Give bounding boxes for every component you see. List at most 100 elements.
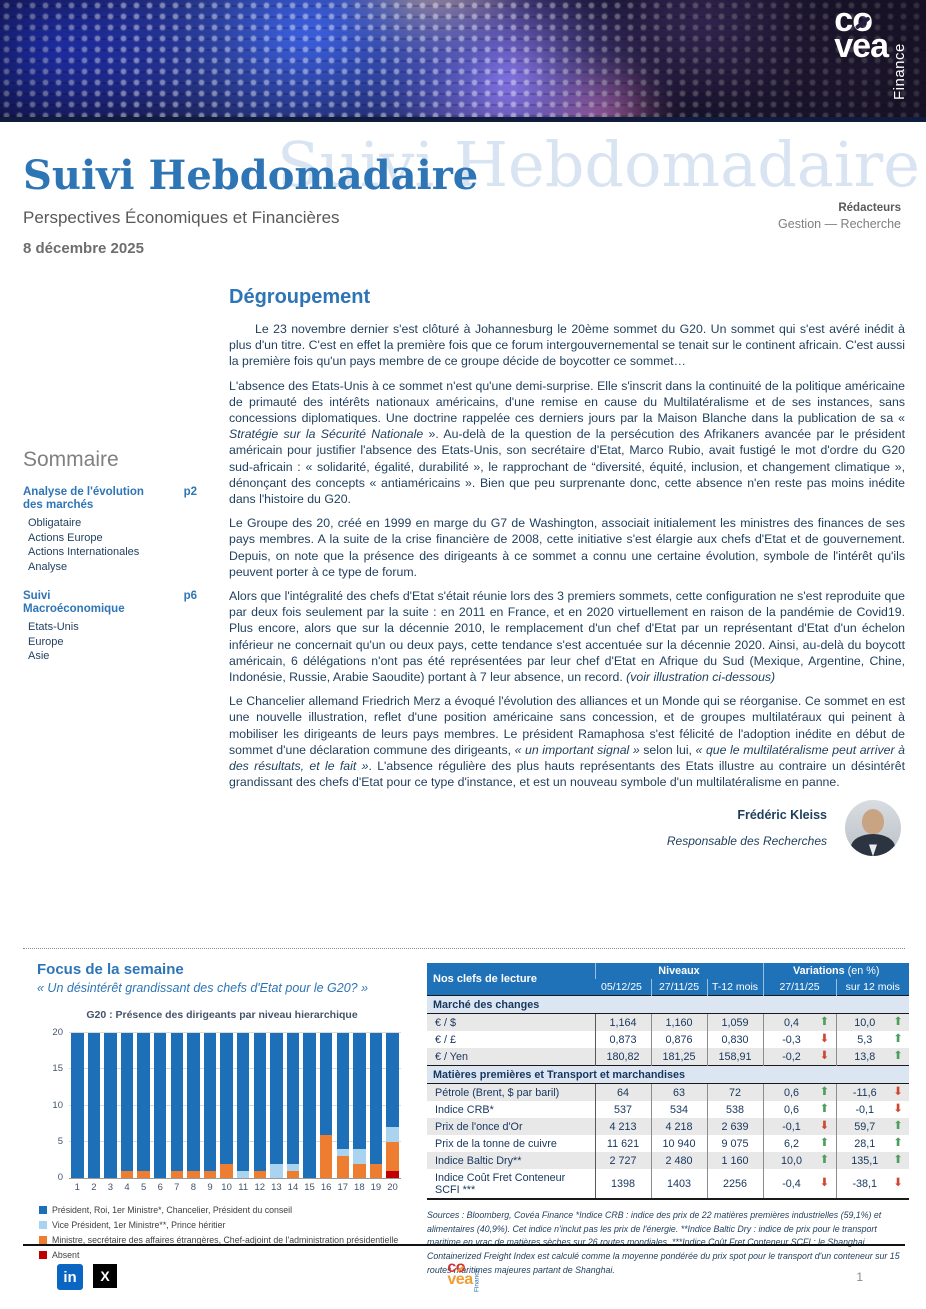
stacked-bar xyxy=(71,1033,84,1178)
x-axis-tick: 6 xyxy=(157,1182,163,1193)
bar-segment xyxy=(270,1163,283,1178)
level-value: 64 xyxy=(594,1083,651,1101)
legend-item: Président, Roi, 1er Ministre*, Chancelie… xyxy=(39,1205,421,1216)
x-axis-tick: 13 xyxy=(271,1182,282,1193)
legend-item: Absent xyxy=(39,1250,421,1261)
author-block: Frédéric Kleiss Responsable des Recherch… xyxy=(229,800,905,857)
content-area: Sommaire Analyse de l'évolution des marc… xyxy=(0,272,926,948)
table-row: € / $1,164 1,160 1,059 0,4 ⬆ 10,0 ⬆ xyxy=(427,1013,910,1031)
arrow-down-icon: ⬇ xyxy=(819,1120,830,1132)
author-text: Frédéric Kleiss Responsable des Recherch… xyxy=(667,808,827,848)
sommaire-title: Sommaire xyxy=(23,448,119,471)
x-twitter-icon[interactable]: X xyxy=(93,1264,117,1288)
stacked-bar xyxy=(253,1033,267,1178)
arrow-down-icon: ⬇ xyxy=(819,1177,830,1189)
table-section-row: Matières premières et Transport et march… xyxy=(427,1065,910,1084)
table-group-variations: Variations (en %) xyxy=(762,963,910,979)
row-label: Prix de l'once d'Or xyxy=(427,1118,596,1135)
legend-label: Ministre, secrétaire des affaires étrang… xyxy=(52,1235,399,1245)
toc-item[interactable]: Actions Internationales xyxy=(28,546,140,558)
toc-item[interactable]: Europe xyxy=(28,635,64,648)
bar-segment xyxy=(253,1170,267,1178)
toc-item[interactable]: Obligataire xyxy=(28,517,82,529)
stacked-bar xyxy=(303,1033,316,1178)
chart-bars xyxy=(69,1033,401,1178)
row-label: Indice CRB* xyxy=(427,1101,596,1118)
article-paragraph: Le 23 novembre dernier s'est clôturé à J… xyxy=(229,322,905,369)
variation-value: 6,2 ⬆ xyxy=(762,1135,836,1152)
toc-section-link[interactable]: Suivi Macroéconomique p6 xyxy=(23,590,209,616)
stacked-bar xyxy=(369,1033,383,1178)
bar-segment xyxy=(203,1170,217,1178)
variation-value: -0,1 ⬇ xyxy=(835,1101,910,1118)
variation-value: 0,6 ⬆ xyxy=(762,1101,836,1118)
variation-value: 13,8 ⬆ xyxy=(835,1048,910,1066)
variation-value: 5,3 ⬆ xyxy=(835,1031,910,1048)
footer-logo-finance-label: Finance xyxy=(473,1268,481,1292)
bar-segment xyxy=(236,1170,250,1178)
variation-value: 59,7 ⬆ xyxy=(835,1118,910,1135)
row-label: Prix de la tonne de cuivre xyxy=(427,1135,596,1152)
toc-section: Suivi Macroéconomique p6 Etats-Unis Europe A… xyxy=(23,590,209,664)
x-axis-tick: 7 xyxy=(174,1182,180,1193)
table-row: Indice Coût Fret Conteneur SCFI *** 1398 1… xyxy=(427,1169,910,1199)
table-row: Indice Baltic Dry** 2 727 2 480 1 160 10,0 ⬆ 1… xyxy=(427,1152,910,1169)
variation-value: -0,2 ⬇ xyxy=(762,1048,836,1066)
legend-swatch-icon xyxy=(39,1236,47,1244)
legend-swatch-icon xyxy=(39,1251,47,1259)
toc-item[interactable]: Analyse xyxy=(28,560,68,573)
row-label: Indice Coût Fret Conteneur SCFI *** xyxy=(427,1169,596,1199)
arrow-up-icon: ⬆ xyxy=(893,1137,903,1149)
bar-segment xyxy=(71,1033,84,1178)
table-row: Pétrole (Brent, $ par baril) 64 63 72 0,6 ⬆ -1… xyxy=(427,1083,910,1101)
arrow-up-icon: ⬆ xyxy=(893,1016,903,1028)
legend-item: Ministre, secrétaire des affaires étrang… xyxy=(39,1235,421,1246)
banner-divider xyxy=(0,117,926,122)
issue-date: 8 décembre 2025 xyxy=(23,240,144,257)
variation-value: 10,0 ⬆ xyxy=(835,1013,910,1031)
table-sources-note: Sources : Bloomberg, Covéa Finance *Indi… xyxy=(427,1210,900,1275)
toc-item[interactable]: Asie xyxy=(28,650,50,662)
table-section-label: Marché des changes xyxy=(427,995,910,1014)
bar-segment xyxy=(353,1033,366,1149)
legend-label: Président, Roi, 1er Ministre*, Chancelie… xyxy=(52,1205,293,1215)
gridline xyxy=(69,1140,401,1142)
editors-label: Rédacteurs xyxy=(838,202,901,214)
toc-section-label: Analyse de l'évolution des marchés xyxy=(23,486,144,511)
toc-section-link[interactable]: Analyse de l'évolution des marchés p2 xyxy=(23,486,209,512)
chart-plot-area: 0 5 10 15 20 xyxy=(52,1027,401,1183)
level-value: 534 xyxy=(650,1101,707,1118)
table-column-header: 05/12/25 xyxy=(595,979,651,996)
toc: Analyse de l'évolution des marchés p2 Obli… xyxy=(23,486,209,664)
level-value: 537 xyxy=(594,1101,651,1118)
page-subtitle: Perspectives Économiques et Financières xyxy=(23,208,340,227)
banner-image: co vea Finance xyxy=(0,0,926,117)
bar-segment xyxy=(319,1033,333,1135)
x-axis-tick: 4 xyxy=(124,1182,130,1193)
toc-item[interactable]: Actions Europe xyxy=(28,531,103,544)
variation-value: -11,6 ⬇ xyxy=(835,1083,910,1101)
y-axis-tick: 15 xyxy=(52,1063,63,1075)
legend-label: Vice Président, 1er Ministre**, Prince h… xyxy=(52,1220,226,1230)
chart-x-axis: 1 2 3 4 5 6 7 8 9 10 11 12 13 14 15 16 17 18 19 20 xyxy=(69,1182,401,1193)
variation-value: -0,4 ⬇ xyxy=(762,1169,836,1199)
arrow-up-icon: ⬆ xyxy=(819,1154,830,1166)
table-group-niveaux: Niveaux xyxy=(594,963,763,979)
x-axis-tick: 5 xyxy=(140,1182,147,1193)
toc-section-label: Suivi Macroéconomique xyxy=(23,590,125,615)
legend-swatch-icon xyxy=(39,1206,47,1214)
arrow-up-icon: ⬆ xyxy=(893,1033,903,1045)
toc-item[interactable]: Etats-Unis xyxy=(28,621,79,633)
bar-segment xyxy=(286,1033,300,1164)
logo-finance-label: Finance xyxy=(891,43,908,100)
bar-segment xyxy=(187,1170,200,1178)
focus-title: Focus de la semaine xyxy=(37,961,184,978)
bar-segment xyxy=(236,1033,250,1171)
article-paragraph: Le Chancelier allemand Friedrich Merz a … xyxy=(229,694,905,790)
linkedin-icon[interactable]: in xyxy=(57,1264,83,1290)
bar-segment xyxy=(87,1033,101,1178)
bar-segment xyxy=(220,1163,233,1178)
arrow-down-icon: ⬇ xyxy=(819,1050,830,1062)
bar-segment xyxy=(253,1033,267,1171)
